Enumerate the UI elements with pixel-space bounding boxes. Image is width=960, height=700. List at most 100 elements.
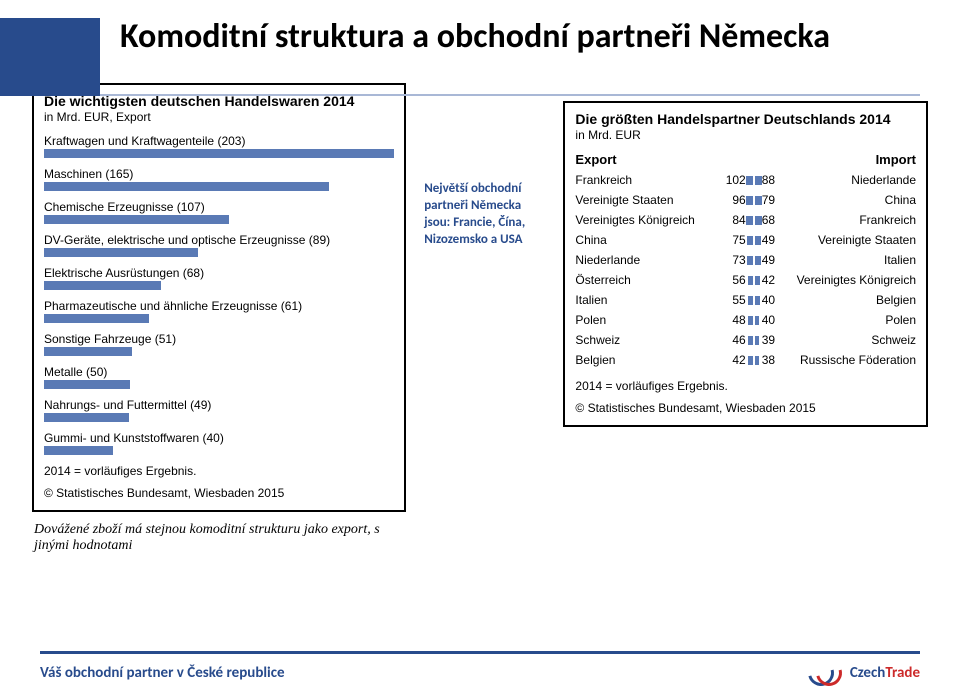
row-bar-divider <box>746 236 762 245</box>
export-value-cell: 102 <box>708 173 746 187</box>
bar-fill <box>44 314 149 323</box>
trade-partners-panel: Die größten Handelspartner Deutschlands … <box>563 101 928 427</box>
partner-row: China7549Vereinigte Staaten <box>575 233 916 247</box>
row-bar-divider <box>746 256 762 265</box>
import-country: Schweiz <box>784 333 916 347</box>
right-panel-credit: © Statistisches Bundesamt, Wiesbaden 201… <box>575 401 916 415</box>
partner-row: Vereinigte Staaten9679China <box>575 193 916 207</box>
logo-arcs-icon <box>808 660 844 686</box>
right-panel-note: 2014 = vorläufiges Ergebnis. <box>575 379 916 393</box>
export-country: Österreich <box>575 273 707 287</box>
bar-row: Kraftwagen und Kraftwagenteile (203) <box>44 134 394 158</box>
import-country: China <box>784 193 916 207</box>
right-panel-title: Die größten Handelspartner Deutschlands … <box>575 111 916 127</box>
bar-fill <box>44 149 394 158</box>
footer-slogan: Váš obchodní partner v České republice <box>40 664 285 682</box>
row-bar-divider <box>746 276 762 285</box>
import-country: Vereinigte Staaten <box>784 233 916 247</box>
export-value: 42 <box>732 353 745 367</box>
logo-text-czech: Czech <box>850 664 886 682</box>
export-value-cell: 75 <box>708 233 746 247</box>
bar-fill <box>44 446 113 455</box>
export-value: 75 <box>732 233 745 247</box>
row-bar-divider <box>746 356 762 365</box>
bar-fill <box>44 281 161 290</box>
import-value: 49 <box>762 253 784 267</box>
bar-row: DV-Geräte, elektrische und optische Erze… <box>44 233 394 257</box>
import-value: 88 <box>762 173 784 187</box>
export-value-cell: 96 <box>708 193 746 207</box>
row-bar-divider <box>746 216 762 225</box>
title-accent-block <box>0 18 100 96</box>
export-country: Vereinigte Staaten <box>575 193 707 207</box>
partner-row: Schweiz4639Schweiz <box>575 333 916 347</box>
partner-row: Österreich5642Vereinigtes Königreich <box>575 273 916 287</box>
right-panel-subtitle: in Mrd. EUR <box>575 128 916 142</box>
bar-row: Metalle (50) <box>44 365 394 389</box>
export-value-cell: 56 <box>708 273 746 287</box>
export-value-cell: 42 <box>708 353 746 367</box>
export-country: Niederlande <box>575 253 707 267</box>
czechtrade-logo: CzechTrade <box>808 660 920 686</box>
bar-label: Sonstige Fahrzeuge (51) <box>44 332 394 346</box>
bar-fill <box>44 380 130 389</box>
bar-label: Kraftwagen und Kraftwagenteile (203) <box>44 134 394 148</box>
export-goods-bars: Kraftwagen und Kraftwagenteile (203) Masc… <box>44 134 394 455</box>
row-bar-divider <box>746 316 762 325</box>
partner-row: Polen4840Polen <box>575 313 916 327</box>
partner-row: Frankreich10288Niederlande <box>575 173 916 187</box>
export-value: 55 <box>732 293 745 307</box>
export-country: Italien <box>575 293 707 307</box>
export-country: Polen <box>575 313 707 327</box>
bar-label: Nahrungs- und Futtermittel (49) <box>44 398 394 412</box>
footer: Váš obchodní partner v České republice C… <box>40 651 920 686</box>
bar-label: Elektrische Ausrüstungen (68) <box>44 266 394 280</box>
export-value: 46 <box>732 333 745 347</box>
bar-label: Maschinen (165) <box>44 167 394 181</box>
bar-row: Nahrungs- und Futtermittel (49) <box>44 398 394 422</box>
logo-text-trade: Trade <box>885 664 920 682</box>
import-value: 38 <box>762 353 784 367</box>
bar-fill <box>44 248 198 257</box>
row-bar-divider <box>746 176 762 185</box>
footer-divider <box>40 651 920 654</box>
import-country: Polen <box>784 313 916 327</box>
import-value: 40 <box>762 293 784 307</box>
export-country: Schweiz <box>575 333 707 347</box>
partner-row: Vereinigtes Königreich8468Frankreich <box>575 213 916 227</box>
export-country: Frankreich <box>575 173 707 187</box>
left-panel-subtitle: in Mrd. EUR, Export <box>44 110 394 124</box>
import-value: 39 <box>762 333 784 347</box>
export-country: China <box>575 233 707 247</box>
import-country: Vereinigtes Königreich <box>784 273 916 287</box>
middle-summary-text: Největší obchodní partneři Německa jsou:… <box>424 83 545 249</box>
left-panel-note: 2014 = vorläufiges Ergebnis. <box>44 464 394 478</box>
import-note: Dovážené zboží má stejnou komoditní stru… <box>34 522 414 554</box>
bar-label: Gummi- und Kunststoffwaren (40) <box>44 431 394 445</box>
import-country: Frankreich <box>784 213 916 227</box>
export-value-cell: 55 <box>708 293 746 307</box>
import-header: Import <box>779 152 916 167</box>
partners-header-row: Export Import <box>575 152 916 167</box>
bar-label: Metalle (50) <box>44 365 394 379</box>
bar-fill <box>44 182 329 191</box>
bar-fill <box>44 347 132 356</box>
title-underline <box>100 94 920 96</box>
export-country: Vereinigtes Königreich <box>575 213 707 227</box>
import-country: Belgien <box>784 293 916 307</box>
export-value-cell: 48 <box>708 313 746 327</box>
row-bar-divider <box>746 336 762 345</box>
logo-text: CzechTrade <box>850 664 920 682</box>
import-value: 68 <box>762 213 784 227</box>
bar-label: Chemische Erzeugnisse (107) <box>44 200 394 214</box>
page-title: Komoditní struktura a obchodní partneři … <box>120 18 900 55</box>
export-value: 102 <box>726 173 746 187</box>
partner-row: Italien 55 40Belgien <box>575 293 916 307</box>
row-bar-divider <box>746 296 762 305</box>
partners-rows: Frankreich 102 88 Niederlande Vereinigte Sta… <box>575 173 916 367</box>
partner-row: Belgien4238Russische Föderation <box>575 353 916 367</box>
export-goods-panel: Die wichtigsten deutschen Handelswaren 2… <box>32 83 406 512</box>
bar-row: Gummi- und Kunststoffwaren (40) <box>44 431 394 455</box>
export-header: Export <box>575 152 712 167</box>
partner-row: Niederlande7349Italien <box>575 253 916 267</box>
